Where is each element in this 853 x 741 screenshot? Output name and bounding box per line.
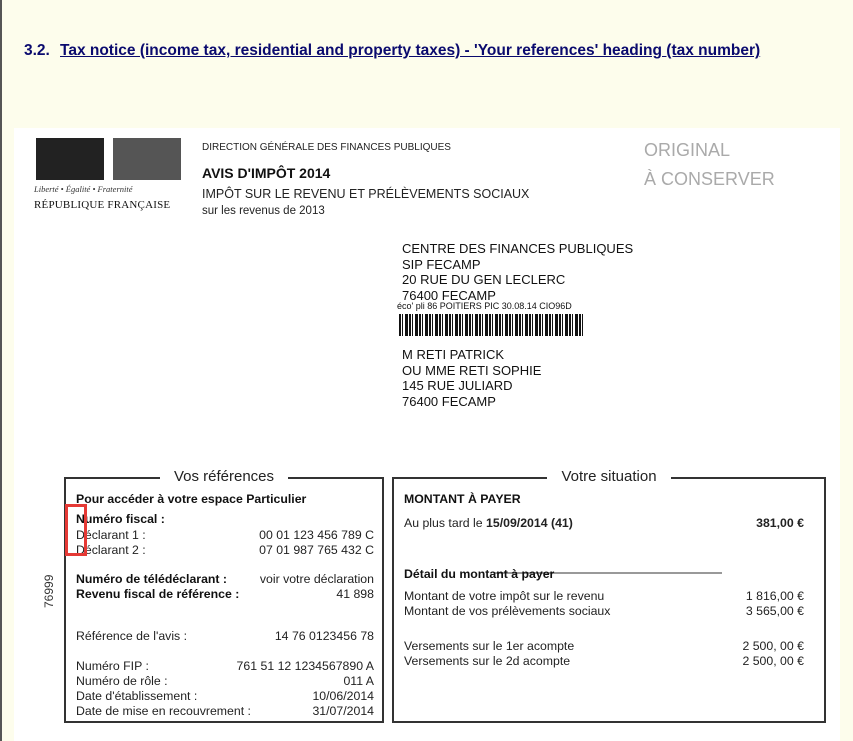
vos-references-box: Vos références Pour accéder à votre espa… [64, 468, 384, 723]
detail-label: Détail du montant à payer [404, 567, 555, 581]
sender-line: CENTRE DES FINANCES PUBLIQUES [402, 241, 634, 256]
original-stamp: ORIGINAL À CONSERVER [644, 136, 775, 194]
detail-row: Montant de votre impôt sur le revenu 1 81… [404, 589, 804, 603]
highlight-box [65, 504, 87, 556]
marianne-logo [36, 138, 181, 180]
box-title: Votre situation [547, 468, 671, 485]
ref-row: Numéro de télédéclarant : voir votre décl… [76, 572, 374, 586]
side-code: 76999 [42, 574, 56, 608]
sender-line: 76400 FECAMP [402, 287, 496, 303]
sender-address: CENTRE DES FINANCES PUBLIQUES SIP FECAMP… [402, 241, 633, 303]
recipient-line: 76400 FECAMP [402, 393, 496, 409]
logo-motto: Liberté • Égalité • Fraternité [34, 184, 133, 194]
ref-row: Numéro FIP :761 51 12 1234567890 A [76, 659, 374, 673]
ref-row: Date de mise en recouvrement :31/07/2014 [76, 704, 374, 718]
recipient-line: 145 RUE JULIARD [402, 378, 513, 393]
box-title: Vos références [159, 468, 289, 485]
section-heading: 3.2. Tax notice (income tax, residential… [24, 40, 839, 61]
access-label: Pour accéder à votre espace Particulier [76, 492, 307, 506]
direction: DIRECTION GÉNÉRALE DES FINANCES PUBLIQUE… [202, 142, 451, 153]
notice-subtitle: IMPÔT SUR LE REVENU ET PRÉLÈVEMENTS SOCI… [202, 187, 530, 201]
montant-label: MONTANT À PAYER [404, 492, 521, 506]
ref-row: Revenu fiscal de référence :41 898 [76, 587, 374, 601]
detail-row: Versements sur le 1er acompte 2 500, 00 € [404, 639, 804, 653]
tax-notice-image: Liberté • Égalité • Fraternité RÉPUBLIQU… [14, 128, 840, 741]
logo-name: RÉPUBLIQUE FRANÇAISE [34, 199, 171, 211]
detail-row: Montant de vos prélèvements sociaux 3 565… [404, 604, 804, 618]
ref-row: Déclarant 2 :07 01 987 765 432 C [76, 543, 374, 557]
conserver-line: À CONSERVER [644, 169, 775, 189]
sender-line: SIP FECAMP [402, 256, 481, 272]
postal-code-line: éco' pli 86 POITIERS PIC 30.08.14 CIO96D [397, 301, 572, 311]
detail-row: Versements sur le 2d acompte 2 500, 00 € [404, 654, 804, 668]
ref-row: Déclarant 1 :00 01 123 456 789 C [76, 528, 374, 542]
divider [494, 572, 722, 574]
revenus-year: sur les revenus de 2013 [202, 205, 325, 217]
amount-due: 381,00 € [756, 516, 804, 530]
original-line: ORIGINAL [644, 140, 731, 160]
section-link[interactable]: Tax notice (income tax, residential and … [60, 42, 761, 59]
section-number: 3.2. [24, 42, 50, 59]
recipient-address: M RETI PATRICK OU MME RETI SOPHIE 145 RU… [402, 347, 541, 409]
recipient-line: OU MME RETI SOPHIE [402, 362, 542, 378]
ref-row: Référence de l'avis :14 76 0123456 78 [76, 629, 374, 643]
recipient-line: M RETI PATRICK [402, 347, 505, 362]
ref-row: Date d'établissement :10/06/2014 [76, 689, 374, 703]
notice-title: AVIS D'IMPÔT 2014 [202, 165, 331, 181]
sender-line: 20 RUE DU GEN LECLERC [402, 272, 566, 287]
ref-row: Numéro de rôle :011 A [76, 674, 374, 688]
barcode [399, 314, 584, 336]
numero-fiscal-label: Numéro fiscal : [76, 512, 165, 526]
votre-situation-box: Votre situation MONTANT À PAYER Au plus … [392, 468, 826, 723]
due-row: Au plus tard le 15/09/2014 (41) 381,00 € [404, 516, 804, 530]
